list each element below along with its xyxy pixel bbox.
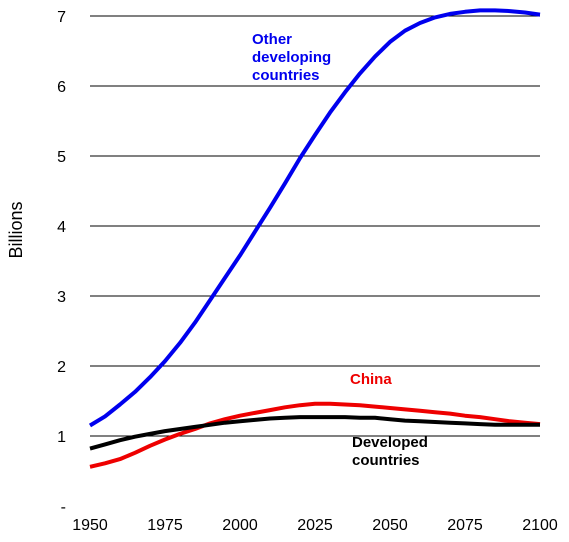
y-tick-label: 2: [57, 359, 66, 376]
x-tick-label: 2050: [372, 517, 408, 534]
x-tick-label: 1950: [72, 517, 108, 534]
y-tick-label: 5: [57, 149, 66, 166]
x-tick-label: 2025: [297, 517, 333, 534]
x-tick-label: 2075: [447, 517, 483, 534]
developed-countries-label: Developed countries: [352, 434, 428, 469]
x-axis-ticks: 1950 1975 2000 2025 2050 2075 2100: [72, 517, 558, 534]
other-developing-countries-label: Other developing countries: [252, 31, 331, 84]
series-lines: [88, 8, 541, 469]
china-line: [89, 401, 541, 469]
y-tick-label: -: [61, 499, 66, 516]
china-label: China: [350, 371, 392, 388]
y-axis-ticks: - 1 2 3 4 5 6 7: [57, 9, 66, 516]
series-labels: Other developing countries China Developed co…: [252, 31, 428, 469]
x-tick-label: 2100: [522, 517, 558, 534]
y-axis-label: Billions: [6, 201, 26, 258]
y-tick-label: 3: [57, 289, 66, 306]
y-tick-label: 1: [57, 429, 66, 446]
gridlines: [90, 15, 540, 437]
x-tick-label: 1975: [147, 517, 183, 534]
y-tick-label: 4: [57, 219, 66, 236]
y-tick-label: 6: [57, 79, 66, 96]
y-tick-label: 7: [57, 9, 66, 26]
x-tick-label: 2000: [222, 517, 258, 534]
other-developing-countries-line: [88, 8, 541, 428]
developed-countries-line: [89, 415, 540, 451]
